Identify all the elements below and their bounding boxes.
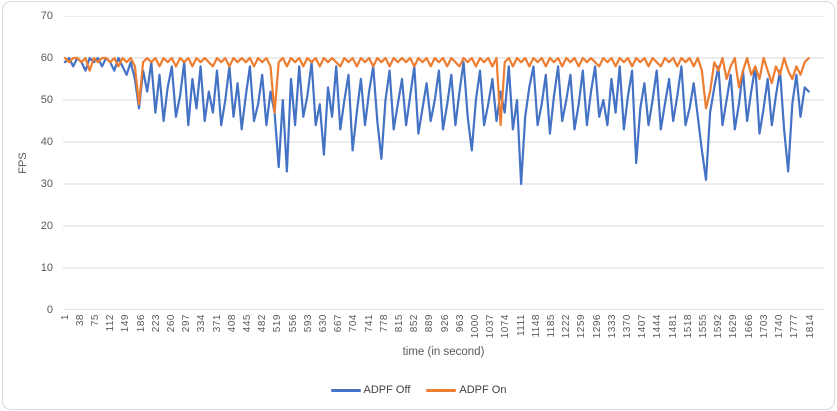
- x-tick-label: 593: [302, 314, 314, 333]
- x-tick-label: 1296: [591, 314, 603, 339]
- x-tick-label: 1407: [637, 314, 649, 339]
- legend-item-adpf-off[interactable]: ADPF Off: [330, 384, 411, 396]
- y-tick-label: 60: [40, 51, 53, 64]
- x-tick-label: 112: [105, 314, 117, 332]
- legend: ADPF Off ADPF On: [3, 384, 834, 396]
- x-tick-label: 38: [74, 314, 86, 327]
- x-tick-label: 852: [409, 314, 421, 333]
- series-line-adpf-off: [63, 56, 810, 186]
- x-tick-label: 149: [120, 314, 132, 333]
- x-tick-label: 519: [272, 314, 284, 333]
- y-tick-label: 30: [40, 177, 53, 190]
- x-tick-label: 223: [150, 314, 162, 333]
- x-tick-label: 667: [333, 314, 345, 333]
- x-tick-label: 1444: [652, 314, 664, 339]
- x-tick-label: 260: [165, 314, 177, 333]
- legend-label-adpf-off: ADPF Off: [363, 384, 411, 396]
- x-tick-label: 408: [226, 314, 238, 333]
- y-tick-label: 70: [40, 9, 53, 22]
- x-tick-label: 1666: [743, 314, 755, 339]
- x-tick-label: 630: [317, 314, 329, 333]
- x-tick-label: 1148: [530, 314, 542, 338]
- y-tick-label: 10: [40, 261, 53, 274]
- x-tick-label: 926: [439, 314, 451, 333]
- y-tick-label: 40: [40, 135, 53, 148]
- legend-label-adpf-on: ADPF On: [459, 384, 507, 396]
- x-tick-label: 1037: [485, 314, 497, 339]
- x-tick-label: 556: [287, 314, 299, 333]
- x-tick-label: 1629: [728, 314, 740, 339]
- x-tick-label: 778: [378, 314, 390, 333]
- x-tick-label: 1481: [667, 314, 679, 339]
- x-tick-label: 1703: [758, 314, 770, 339]
- x-axis-title: time (in second): [402, 346, 485, 358]
- x-tick-label: 704: [348, 314, 360, 333]
- x-tick-label: 482: [257, 314, 269, 333]
- y-tick-label: 50: [40, 93, 53, 106]
- x-tick-label: 371: [211, 314, 223, 333]
- x-tick-label: 1740: [774, 314, 786, 339]
- x-tick-label: 1814: [804, 314, 816, 339]
- x-tick-label: 1074: [500, 314, 512, 339]
- x-tick-label: 1000: [470, 314, 481, 339]
- x-tick-label: 1111: [515, 314, 527, 337]
- x-tick-label: 889: [424, 314, 436, 333]
- x-tick-label: 1333: [606, 314, 618, 339]
- plot-area: [63, 16, 824, 310]
- x-tick-label: 1259: [576, 314, 588, 339]
- x-tick-label: 1592: [713, 314, 725, 339]
- x-tick-label: 186: [135, 314, 147, 333]
- x-tick-label: 1777: [789, 314, 801, 339]
- x-tick-label: 1370: [622, 314, 634, 339]
- adpf-off-line-swatch: [330, 388, 361, 392]
- x-tick-label: 1555: [698, 314, 710, 339]
- y-tick-label: 20: [40, 219, 53, 232]
- legend-item-adpf-on[interactable]: ADPF On: [426, 384, 506, 396]
- x-tick-label: 75: [89, 314, 101, 327]
- series-line-adpf-on: [63, 56, 810, 127]
- x-axis-tick-labels: 1 38 75 112 149 186 223 260 297 334 371 408 445 482 51…: [59, 314, 824, 346]
- x-tick-label: 1222: [561, 314, 573, 339]
- x-tick-label: 963: [454, 314, 466, 333]
- y-tick-label: 0: [46, 303, 53, 316]
- x-tick-label: 445: [241, 314, 253, 333]
- x-tick-label: 297: [181, 314, 193, 333]
- x-tick-label: 1518: [682, 314, 694, 339]
- adpf-on-line-swatch: [426, 388, 457, 392]
- x-tick-label: 1185: [546, 314, 558, 338]
- x-tick-label: 741: [363, 314, 375, 333]
- x-tick-label: 815: [393, 314, 405, 333]
- x-tick-label: 1: [59, 314, 71, 321]
- x-tick-label: 334: [196, 314, 208, 333]
